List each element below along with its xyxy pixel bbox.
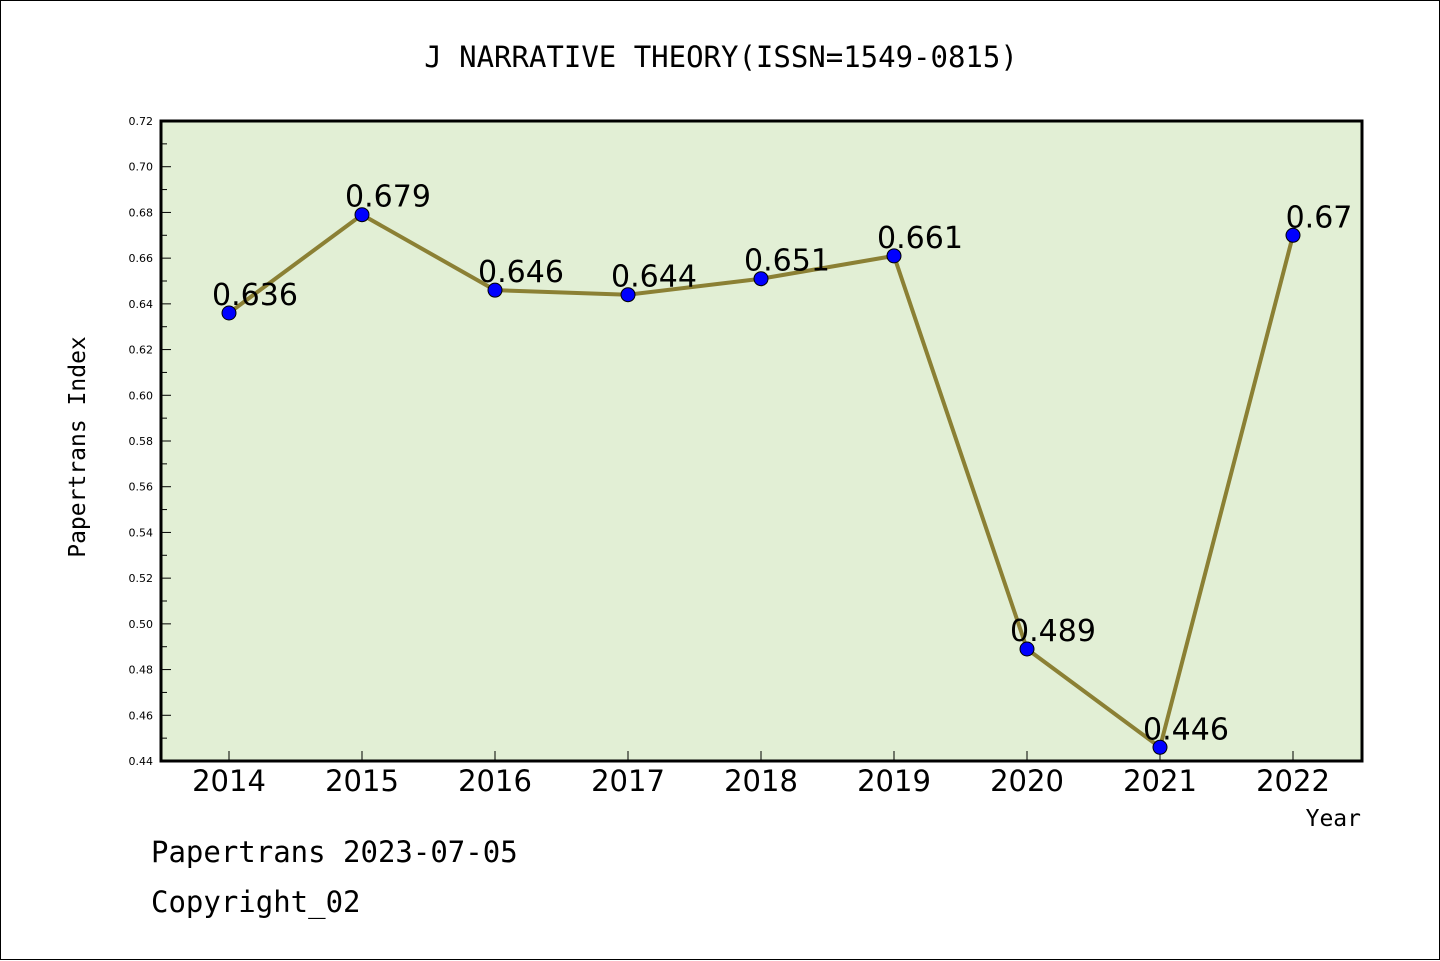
- series-line-group: [221, 207, 1301, 755]
- data-point: [753, 271, 769, 287]
- x-tick-label: 2016: [458, 764, 532, 798]
- data-label: 0.646: [478, 255, 564, 290]
- data-label: 0.67: [1286, 200, 1353, 235]
- data-point: [221, 305, 237, 321]
- y-tick-label: 0.60: [129, 389, 154, 402]
- y-tick-label: 0.72: [129, 115, 154, 128]
- y-tick-label: 0.70: [129, 161, 154, 174]
- x-tick-label: 2018: [724, 764, 798, 798]
- y-tick-label: 0.56: [129, 481, 154, 494]
- x-axis: 2014 2015 2016 2017 2018 2019 2020 2021 2022: [192, 751, 1330, 798]
- footer-date: Papertrans 2023-07-05: [151, 835, 518, 869]
- data-label: 0.489: [1010, 614, 1096, 649]
- data-label: 0.644: [611, 260, 697, 295]
- plot-area: [159, 119, 1364, 763]
- y-axis-label: Papertrans Index: [65, 336, 91, 558]
- data-label: 0.446: [1143, 712, 1229, 747]
- data-point: [1019, 641, 1035, 657]
- y-tick-label: 0.46: [129, 709, 154, 722]
- x-tick-label: 2015: [325, 764, 399, 798]
- data-point: [1152, 739, 1168, 755]
- y-tick-label: 0.62: [129, 344, 154, 357]
- data-labels: 0.636 0.679 0.646 0.644 0.651 0.661 0.489 0.446…: [212, 180, 1352, 748]
- x-tick-label: 2022: [1256, 764, 1330, 798]
- x-tick-label: 2020: [990, 764, 1064, 798]
- y-tick-label: 0.68: [129, 206, 154, 219]
- x-tick-label: 2019: [857, 764, 931, 798]
- y-tick-label: 0.52: [129, 572, 154, 585]
- data-point: [487, 282, 503, 298]
- data-label: 0.636: [212, 278, 298, 313]
- data-point: [620, 287, 636, 303]
- x-tick-label: 2017: [591, 764, 665, 798]
- y-tick-label: 0.48: [129, 664, 154, 677]
- data-label: 0.651: [744, 244, 830, 279]
- chart-title: J NARRATIVE THEORY(ISSN=1549-0815): [424, 40, 1018, 74]
- data-point: [354, 207, 370, 223]
- y-tick-label: 0.44: [129, 755, 154, 768]
- footer-copyright: Copyright_02: [151, 885, 361, 919]
- y-tick-label: 0.58: [129, 435, 154, 448]
- x-tick-label: 2014: [192, 764, 266, 798]
- x-axis-label: Year: [1306, 806, 1361, 832]
- x-tick-label: 2021: [1123, 764, 1197, 798]
- y-tick-label: 0.54: [129, 526, 154, 539]
- y-tick-label: 0.50: [129, 618, 154, 631]
- y-tick-label: 0.64: [129, 298, 154, 311]
- y-axis: 0.44 0.46 0.48 0.50 0.52 0.54 0.56 0.58 0.60 0.62…: [129, 115, 171, 768]
- data-label: 0.661: [877, 221, 963, 256]
- data-label: 0.679: [345, 180, 431, 215]
- data-point: [886, 248, 902, 264]
- data-point: [1285, 227, 1301, 243]
- y-tick-label: 0.66: [129, 252, 154, 265]
